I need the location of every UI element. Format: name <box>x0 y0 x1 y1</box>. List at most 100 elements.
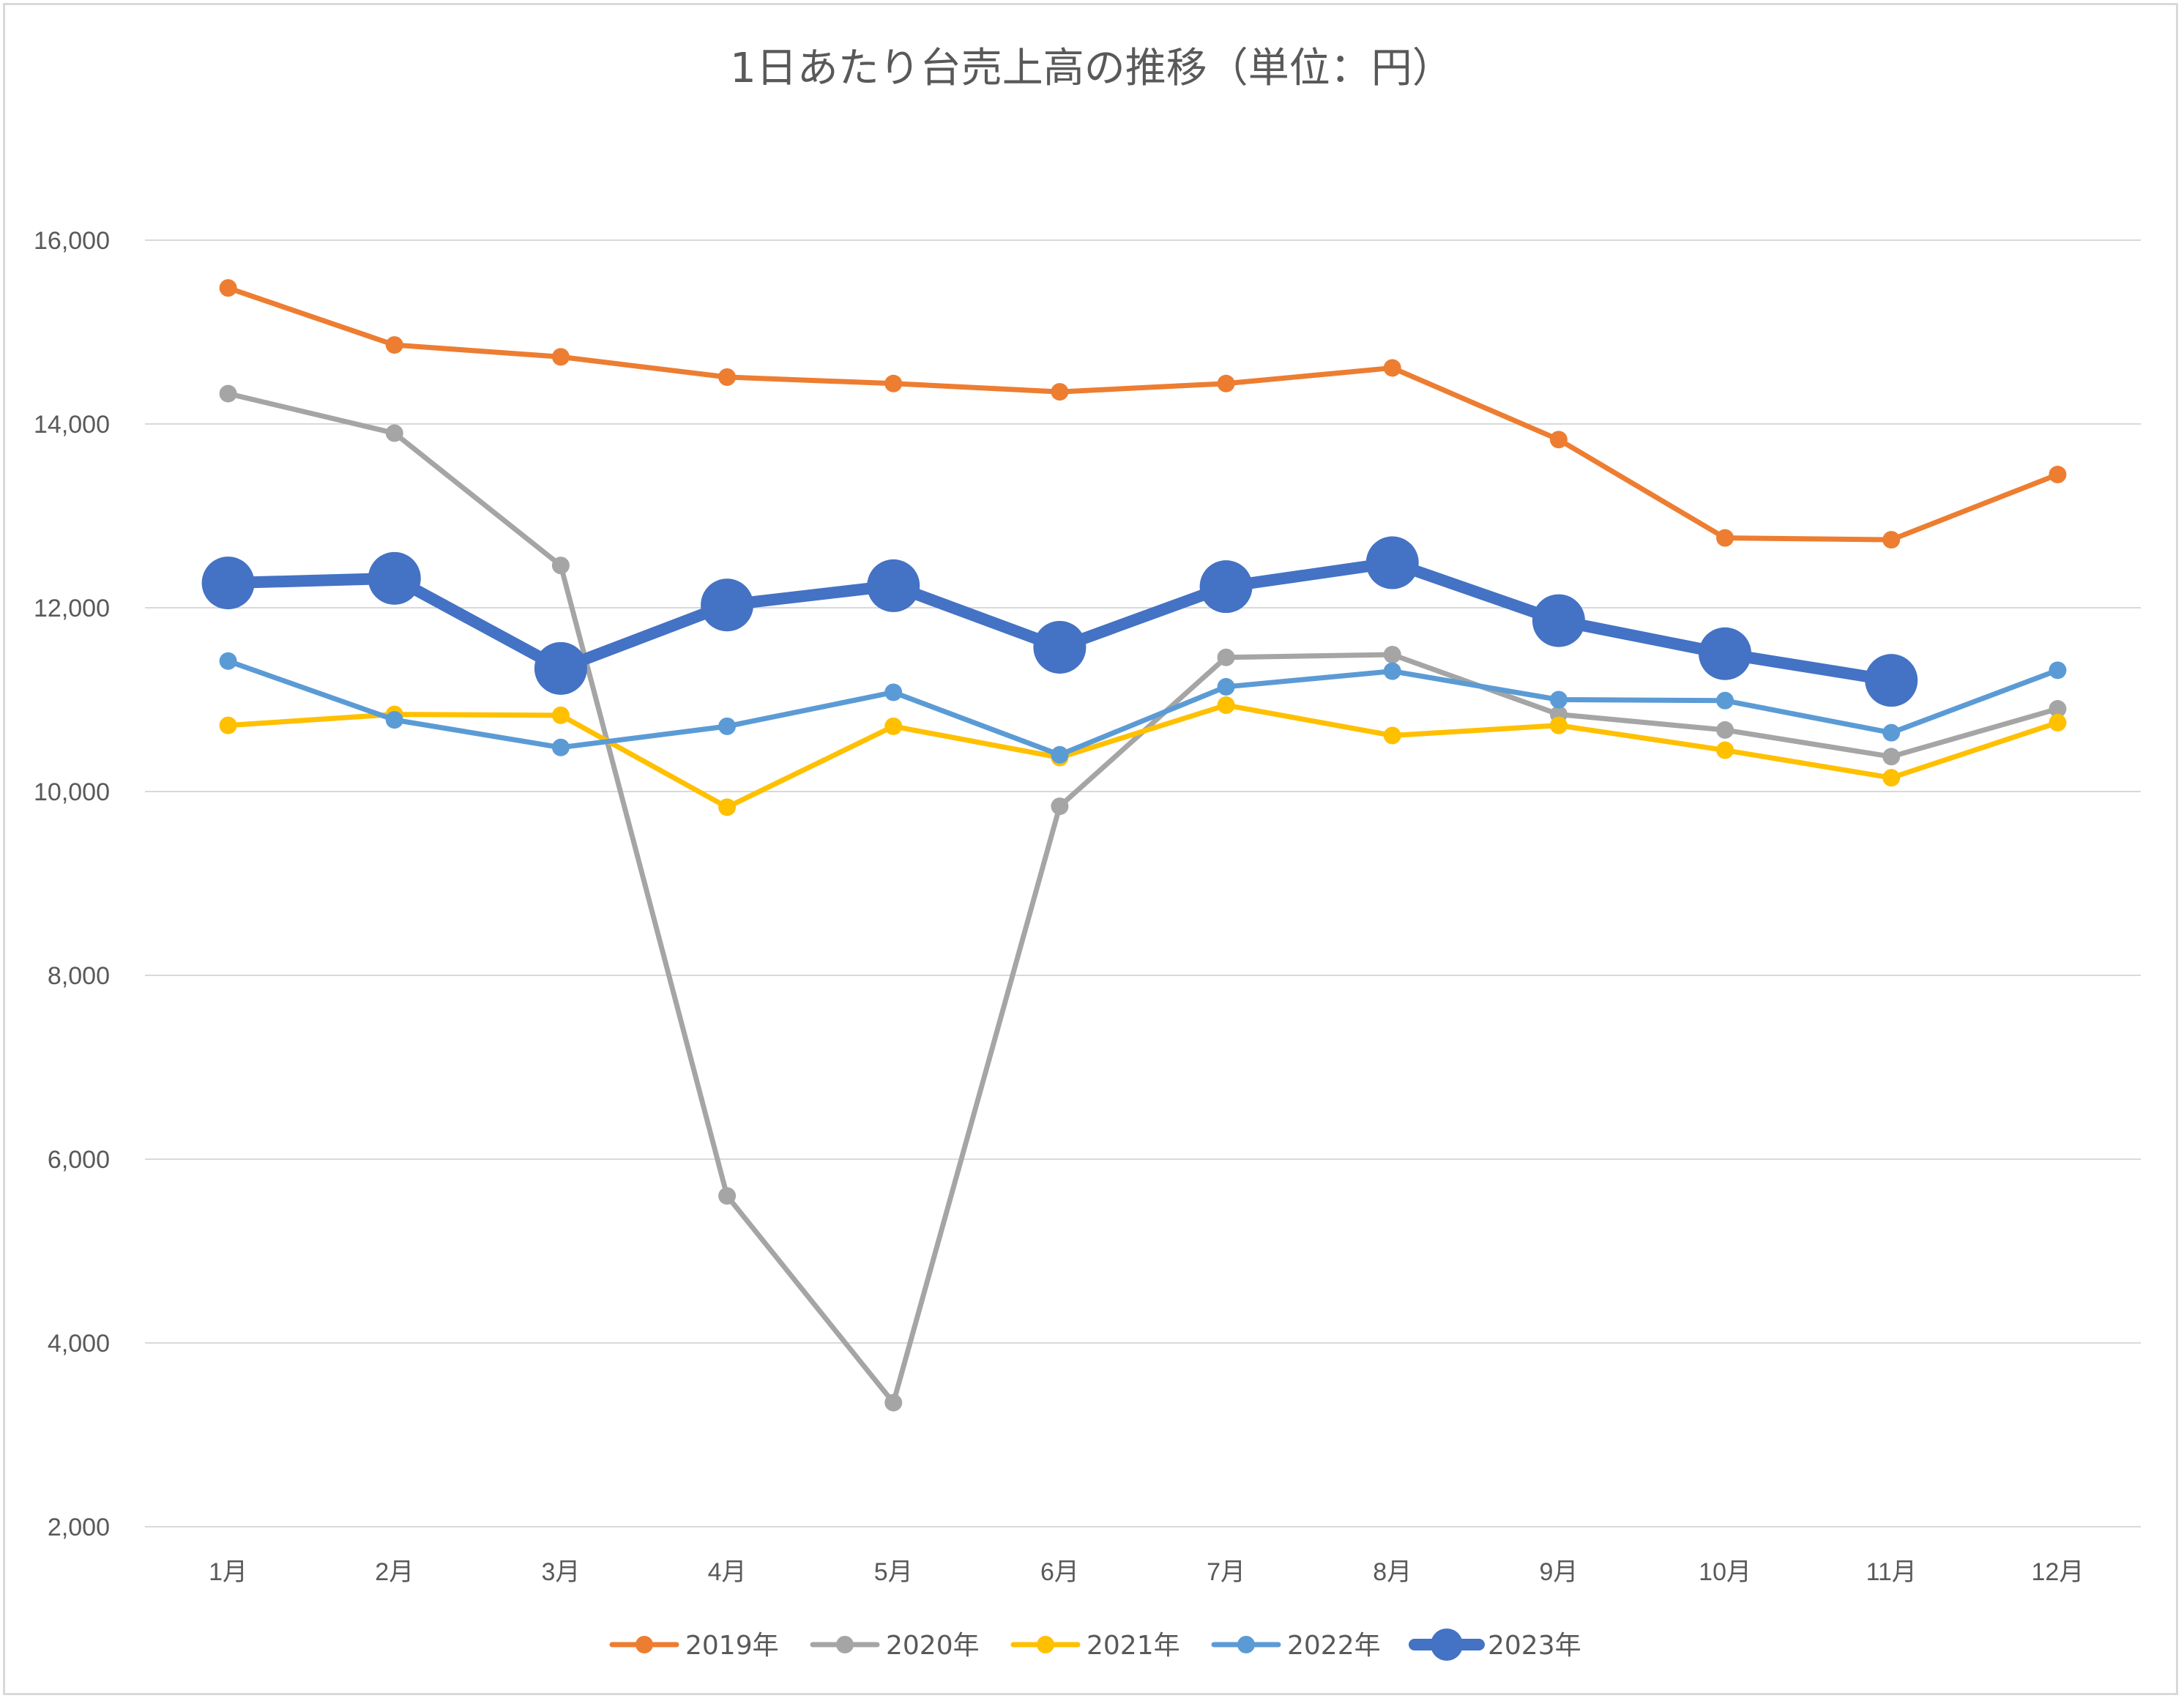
data-point <box>1217 696 1235 715</box>
x-tick-label: 11月 <box>1866 1558 1917 1586</box>
data-point <box>1549 431 1568 449</box>
legend-marker <box>1037 1636 1054 1653</box>
series-line <box>226 658 2060 758</box>
y-tick-label: 14,000 <box>34 411 110 439</box>
data-point <box>534 641 587 695</box>
data-point <box>1051 383 1069 401</box>
y-tick-label: 8,000 <box>48 962 110 990</box>
data-point <box>884 1393 903 1412</box>
data-point <box>1882 748 1901 766</box>
chart-frame <box>3 3 2178 1695</box>
data-point <box>219 652 237 670</box>
data-point <box>201 557 255 610</box>
data-point <box>1882 769 1901 787</box>
legend-label: 2023年 <box>1488 1631 1581 1661</box>
data-point <box>718 717 737 735</box>
data-point <box>1532 594 1585 647</box>
data-point <box>1217 677 1235 696</box>
x-tick-label: 10月 <box>1699 1558 1751 1586</box>
data-point <box>718 368 737 386</box>
x-tick-label: 1月 <box>209 1558 247 1586</box>
x-tick-label: 5月 <box>874 1558 913 1586</box>
data-point <box>1383 662 1401 680</box>
data-point <box>219 716 237 734</box>
y-tick-label: 10,000 <box>34 778 110 806</box>
series-2019年 <box>219 279 2067 549</box>
data-point <box>1549 691 1568 709</box>
legend-label: 2022年 <box>1287 1631 1381 1661</box>
legend-label: 2020年 <box>886 1631 980 1661</box>
series-line <box>226 702 2060 810</box>
data-point <box>1865 654 1918 707</box>
y-axis: 2,000 4,000 6,000 8,000 10,000 12,000 14,000 16… <box>34 227 110 1541</box>
y-tick-label: 4,000 <box>48 1330 110 1358</box>
series-line <box>226 391 2060 1406</box>
series-group <box>201 279 2067 1412</box>
data-point <box>1882 723 1901 742</box>
legend-item: 2021年 <box>1010 1631 1180 1661</box>
x-tick-label: 9月 <box>1539 1558 1578 1586</box>
data-point <box>1199 560 1253 614</box>
data-point <box>551 738 570 756</box>
data-point <box>884 683 903 701</box>
x-tick-label: 7月 <box>1207 1558 1245 1586</box>
data-point <box>1051 797 1069 816</box>
data-point <box>884 717 903 735</box>
series-2022年 <box>219 652 2067 764</box>
x-tick-label: 8月 <box>1373 1558 1412 1586</box>
x-tick-label: 2月 <box>375 1558 414 1586</box>
data-point <box>2049 700 2067 718</box>
legend-item: 2020年 <box>810 1631 980 1661</box>
legend-item: 2023年 <box>1409 1629 1581 1661</box>
y-tick-label: 6,000 <box>48 1146 110 1174</box>
data-point <box>1033 620 1087 674</box>
chart-title: 1日あたり台売上高の推移（単位：円） <box>730 45 1453 92</box>
data-point <box>385 336 403 354</box>
legend-marker <box>636 1636 653 1653</box>
data-point <box>2049 466 2067 484</box>
data-point <box>1549 716 1568 734</box>
data-point <box>1383 726 1401 745</box>
data-point <box>2049 661 2067 680</box>
data-point <box>551 706 570 724</box>
legend-marker <box>1237 1636 1255 1653</box>
legend: 2019年 2020年 2021年 2022年 2023年 <box>609 1629 1581 1661</box>
data-point <box>1716 741 1734 759</box>
data-point <box>551 348 570 366</box>
data-point <box>718 798 737 816</box>
data-point <box>2049 713 2067 732</box>
data-point <box>718 1187 737 1205</box>
y-tick-label: 12,000 <box>34 595 110 622</box>
data-point <box>219 279 237 297</box>
data-point <box>1882 531 1901 549</box>
x-tick-label: 6月 <box>1040 1558 1079 1586</box>
y-tick-label: 16,000 <box>34 227 110 255</box>
data-point <box>551 557 570 575</box>
data-point <box>1716 721 1734 739</box>
data-point <box>1383 646 1401 664</box>
data-point <box>884 374 903 392</box>
legend-item: 2022年 <box>1211 1631 1381 1661</box>
data-point <box>1716 529 1734 547</box>
data-point <box>1217 374 1235 392</box>
data-point <box>1365 536 1419 589</box>
data-point <box>1699 627 1752 680</box>
series-2023年 <box>201 536 1918 707</box>
data-point <box>1716 691 1734 710</box>
x-tick-label: 12月 <box>2032 1558 2084 1586</box>
x-axis: 1月 2月 3月 4月 5月 6月 7月 8月 9月 10月 11月 12月 <box>209 1558 2084 1586</box>
y-tick-label: 2,000 <box>48 1514 110 1541</box>
data-point <box>1383 359 1401 377</box>
legend-label: 2019年 <box>685 1631 779 1661</box>
legend-label: 2021年 <box>1087 1631 1180 1661</box>
data-point <box>1051 745 1069 764</box>
legend-marker <box>836 1636 854 1653</box>
data-point <box>219 384 237 403</box>
data-point <box>1217 648 1235 666</box>
data-point <box>385 424 403 442</box>
data-point <box>368 551 421 605</box>
gridlines <box>145 239 2141 1527</box>
x-tick-label: 4月 <box>708 1558 747 1586</box>
series-2021年 <box>219 696 2067 816</box>
